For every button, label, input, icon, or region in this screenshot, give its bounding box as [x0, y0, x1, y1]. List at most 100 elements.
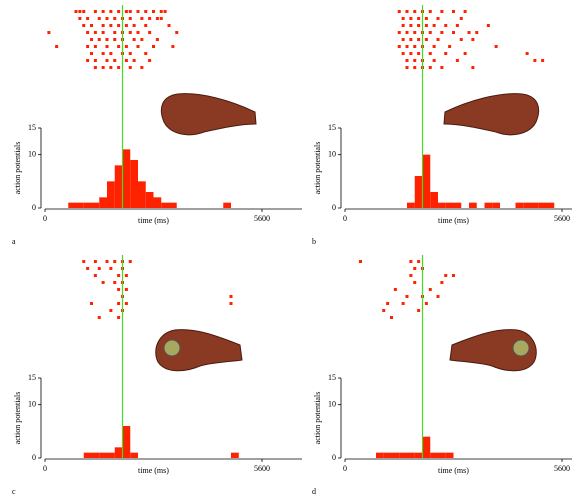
- spike: [109, 10, 113, 13]
- spike: [117, 274, 121, 277]
- spike: [471, 66, 475, 69]
- spike: [413, 59, 417, 62]
- spike: [148, 59, 152, 62]
- bar: [107, 181, 115, 208]
- spike: [90, 302, 93, 305]
- hand: [449, 329, 537, 372]
- bar: [438, 202, 446, 208]
- hand: [155, 329, 243, 372]
- bar: [114, 165, 123, 208]
- spike: [463, 52, 467, 55]
- spike: [105, 38, 109, 41]
- bar: [453, 202, 462, 208]
- spike: [86, 31, 90, 34]
- spike: [86, 267, 90, 270]
- bar: [83, 202, 92, 208]
- panel-label: a: [12, 237, 16, 246]
- y-axis-label: action potentials: [313, 392, 322, 445]
- y-tick-label: 10: [328, 399, 336, 408]
- bar: [153, 197, 162, 208]
- spike: [136, 31, 140, 34]
- spike: [117, 10, 121, 13]
- spike: [413, 31, 417, 34]
- spike: [444, 52, 448, 55]
- spike: [136, 45, 140, 48]
- spike: [163, 10, 167, 13]
- y-axis-label: action potentials: [13, 142, 22, 195]
- y-tick-label: 0: [32, 203, 36, 212]
- spike: [525, 52, 529, 55]
- spike: [541, 59, 545, 62]
- spike: [463, 10, 467, 13]
- spike: [101, 66, 105, 69]
- spike: [93, 66, 97, 69]
- spike: [428, 52, 432, 55]
- spike: [140, 66, 144, 69]
- spike: [444, 24, 448, 27]
- spike: [117, 288, 121, 291]
- spike: [397, 45, 401, 48]
- spike: [136, 10, 140, 13]
- y-axis-label: action potentials: [313, 142, 322, 195]
- spike: [124, 288, 128, 291]
- y-tick-label: 0: [32, 453, 36, 462]
- spike: [409, 24, 413, 27]
- spike: [413, 267, 417, 270]
- spike: [144, 52, 148, 55]
- spike: [405, 31, 409, 34]
- spike: [533, 59, 537, 62]
- bar: [99, 197, 107, 208]
- hand-open-right: [443, 93, 540, 136]
- bar: [99, 452, 107, 458]
- y-tick-label: 15: [28, 373, 36, 382]
- spike: [417, 260, 421, 263]
- spike: [386, 302, 390, 305]
- bar: [492, 202, 500, 208]
- spike: [113, 17, 117, 20]
- spike: [401, 17, 405, 20]
- spike: [455, 59, 459, 62]
- bar: [445, 452, 454, 458]
- spike: [475, 31, 479, 34]
- bar: [83, 452, 92, 458]
- spike: [413, 10, 417, 13]
- spike: [452, 274, 455, 277]
- spike: [109, 66, 113, 69]
- spike: [229, 302, 233, 305]
- bar: [114, 447, 123, 458]
- spike: [152, 10, 155, 13]
- ball: [163, 339, 181, 357]
- spike: [117, 24, 121, 27]
- bar: [231, 452, 239, 458]
- spike: [97, 267, 101, 270]
- spike: [424, 17, 428, 20]
- bar: [122, 426, 131, 458]
- spike: [424, 38, 428, 41]
- spike: [167, 24, 171, 27]
- spike: [113, 260, 117, 263]
- spike: [428, 66, 432, 69]
- spike: [78, 10, 82, 13]
- y-tick-label: 15: [328, 373, 336, 382]
- bar: [546, 202, 555, 208]
- spike: [93, 10, 97, 13]
- spike: [97, 17, 101, 20]
- spike: [113, 31, 117, 34]
- spike: [428, 288, 432, 291]
- spike: [113, 38, 117, 41]
- spike: [155, 17, 159, 20]
- spike: [171, 45, 175, 48]
- spike: [405, 45, 409, 48]
- spike: [124, 45, 128, 48]
- spike: [390, 316, 393, 319]
- x-tick-label: 5600: [254, 214, 270, 223]
- bar: [383, 452, 392, 458]
- spike: [471, 38, 475, 41]
- x-tick-label: 5600: [554, 214, 570, 223]
- bar: [107, 452, 115, 458]
- spike: [159, 17, 163, 20]
- bar: [376, 452, 384, 458]
- spike: [152, 45, 155, 48]
- spike: [90, 38, 93, 41]
